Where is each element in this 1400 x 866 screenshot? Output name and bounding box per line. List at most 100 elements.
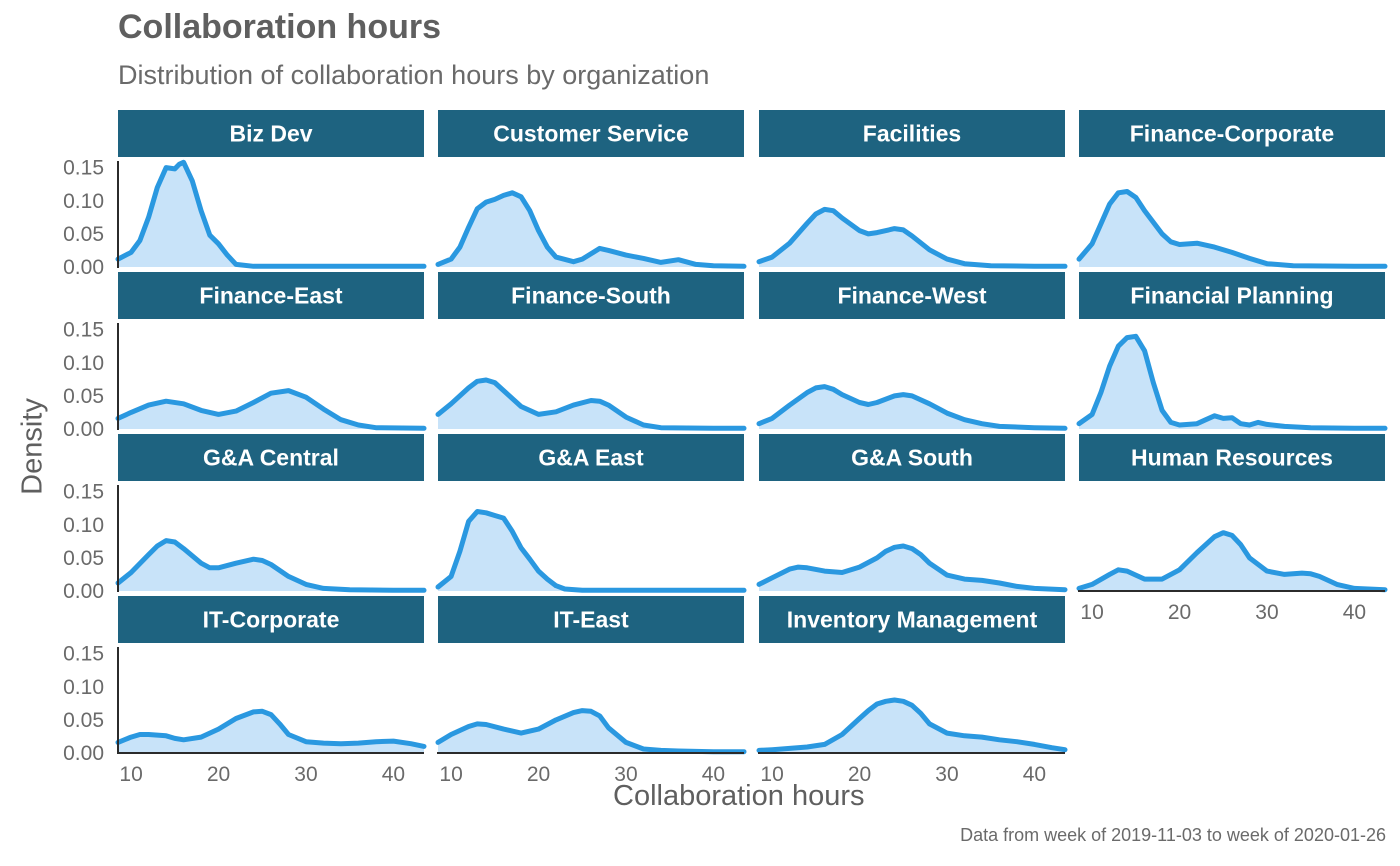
facet-strip: [759, 272, 1065, 319]
x-tick-label: 20: [207, 763, 230, 786]
density-area: [1079, 336, 1385, 429]
y-tick-label: 0.15: [63, 481, 104, 504]
facet-panel-biz-dev: Biz Dev 0.00 0.05 0.10 0.15: [63, 110, 427, 279]
density-area: [759, 546, 1065, 591]
y-tick-label: 0.15: [63, 319, 104, 342]
facet-strip: [118, 110, 424, 157]
facet-strip-label: Facilities: [863, 121, 961, 147]
x-tick-label: 10: [119, 763, 142, 786]
x-tick-label: 30: [294, 763, 317, 786]
density-area: [118, 711, 424, 753]
facet-strip: [759, 110, 1065, 157]
y-tick-label: 0.10: [63, 676, 104, 699]
facet-strip-label: Human Resources: [1131, 445, 1333, 471]
density-line: [115, 538, 427, 593]
facet-panel-ganda-central: G&A Central 0.00 0.05 0.10 0.15: [63, 434, 427, 603]
y-tick-label: 0.00: [63, 418, 104, 441]
facet-panel-human-resources: Human Resources 10 20 30 40: [1076, 434, 1388, 624]
x-tick-label: 10: [760, 763, 783, 786]
density-line: [756, 206, 1068, 269]
facet-strip: [118, 596, 424, 643]
density-line: [1076, 530, 1388, 593]
x-axis-label: Collaboration hours: [613, 780, 865, 812]
density-line: [756, 384, 1068, 431]
density-line: [756, 697, 1068, 753]
facet-strip-label: G&A East: [538, 445, 644, 471]
density-area: [759, 386, 1065, 429]
density-line: [435, 190, 747, 269]
chart-title: Collaboration hours: [118, 8, 441, 46]
density-area: [1079, 191, 1385, 267]
y-tick-label: 0.10: [63, 190, 104, 213]
y-tick-label: 0.00: [63, 742, 104, 765]
y-axis-label: Density: [16, 398, 49, 495]
facet-strip: [438, 596, 744, 643]
facet-strip-label: Customer Service: [493, 121, 689, 147]
x-tick-label: 40: [382, 763, 405, 786]
facet-strip-label: IT-Corporate: [203, 607, 340, 633]
chart-caption: Data from week of 2019-11-03 to week of …: [960, 825, 1386, 845]
density-line: [115, 388, 427, 431]
facet-strip-label: Inventory Management: [787, 607, 1038, 633]
facet-strip-label: G&A South: [851, 445, 973, 471]
facet-strip: [118, 272, 424, 319]
x-tick-label: 40: [1343, 601, 1366, 624]
facet-panel-facilities: Facilities: [756, 110, 1068, 269]
facet-strip-label: IT-East: [553, 607, 629, 633]
x-tick-label: 20: [848, 763, 871, 786]
x-tick-label: 30: [935, 763, 958, 786]
y-tick-label: 0.15: [63, 157, 104, 180]
density-area: [438, 380, 744, 429]
facet-panel-finance-corporate: Finance-Corporate: [1076, 110, 1388, 269]
facet-strip: [438, 110, 744, 157]
density-line: [115, 159, 427, 269]
density-area: [1079, 532, 1385, 591]
y-tick-label: 0.10: [63, 352, 104, 375]
facet-panel-finance-south: Finance-South: [435, 272, 747, 431]
density-line: [115, 708, 427, 749]
density-area: [438, 511, 744, 591]
facet-strip-label: Finance-West: [837, 283, 986, 309]
facet-strip: [759, 596, 1065, 643]
x-tick-label: 30: [614, 763, 637, 786]
y-tick-label: 0.05: [63, 709, 104, 732]
y-tick-label: 0.05: [63, 547, 104, 570]
facet-strip-label: Finance-South: [511, 283, 671, 309]
facet-panel-it-corporate: IT-Corporate 0.00 0.05 0.10 0.15 10 20 30 40: [63, 596, 427, 786]
density-line: [435, 377, 747, 431]
density-line: [1076, 333, 1388, 431]
y-tick-label: 0.05: [63, 223, 104, 246]
facet-strip: [1079, 434, 1385, 481]
density-area: [438, 192, 744, 267]
facet-strip: [759, 434, 1065, 481]
facet-strip: [438, 272, 744, 319]
facet-panel-inventory-management: Inventory Management 10 20 30 40: [756, 596, 1068, 786]
density-line: [435, 509, 747, 593]
density-area: [118, 390, 424, 429]
facet-panel-customer-service: Customer Service: [435, 110, 747, 269]
density-line: [1076, 189, 1388, 269]
facet-strip-label: Finance-East: [199, 283, 342, 309]
facet-strip-label: Biz Dev: [229, 121, 312, 147]
density-line: [756, 543, 1068, 593]
facet-strip: [118, 434, 424, 481]
facet-panel-ganda-east: G&A East: [435, 434, 747, 593]
y-tick-label: 0.15: [63, 643, 104, 666]
facet-strip: [1079, 272, 1385, 319]
facet-panel-finance-west: Finance-West: [756, 272, 1068, 431]
facet-panel-financial-planning: Financial Planning: [1076, 272, 1388, 431]
x-tick-label: 20: [527, 763, 550, 786]
y-tick-label: 0.05: [63, 385, 104, 408]
x-tick-label: 20: [1168, 601, 1191, 624]
x-tick-label: 10: [439, 763, 462, 786]
facet-strip-label: Finance-Corporate: [1130, 121, 1334, 147]
density-area: [438, 710, 744, 753]
density-line: [435, 708, 747, 755]
x-tick-label: 40: [1023, 763, 1046, 786]
y-tick-label: 0.10: [63, 514, 104, 537]
facet-panel-finance-east: Finance-East 0.00 0.05 0.10 0.15: [63, 272, 427, 441]
x-tick-label: 30: [1255, 601, 1278, 624]
y-tick-label: 0.00: [63, 580, 104, 603]
